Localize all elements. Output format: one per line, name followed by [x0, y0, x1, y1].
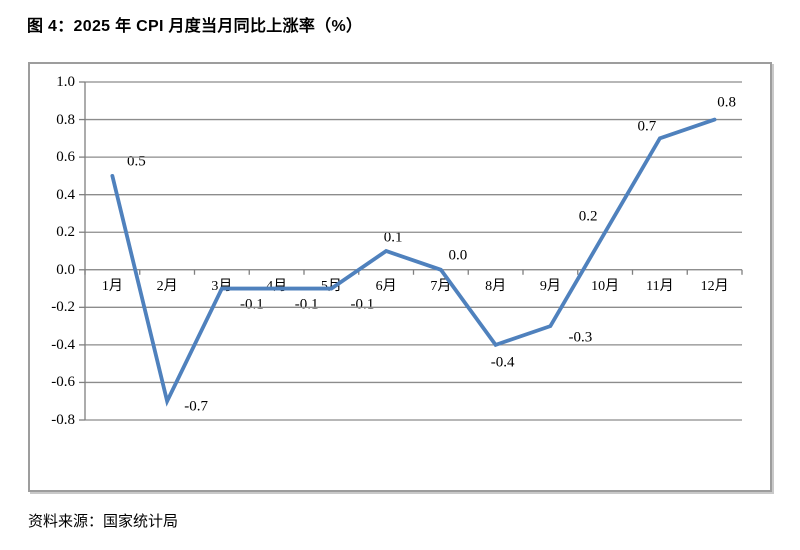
- x-axis-label: 8月: [485, 278, 507, 294]
- data-label: -0.4: [490, 354, 515, 371]
- data-label: -0.1: [294, 296, 319, 313]
- x-axis-label: 5月: [320, 278, 342, 294]
- y-axis-label: -0.8: [51, 412, 75, 428]
- x-axis-label: 11月: [646, 278, 674, 294]
- y-axis-label: -0.6: [51, 374, 75, 391]
- data-label: 0.7: [637, 118, 657, 135]
- data-label: 0.8: [717, 94, 736, 111]
- data-label: -0.3: [568, 329, 593, 346]
- y-axis-label: -0.4: [51, 336, 75, 353]
- x-axis-label: 2月: [156, 278, 178, 294]
- figure-title: 图 4：2025 年 CPI 月度当月同比上涨率（%）: [27, 18, 363, 35]
- x-axis-label: 12月: [700, 278, 729, 294]
- x-axis-label: 9月: [539, 278, 561, 294]
- x-axis-label: 10月: [591, 278, 620, 294]
- y-axis-label: 1.0: [56, 74, 75, 90]
- y-axis-label: 0.0: [56, 261, 75, 278]
- y-axis-label: -0.2: [51, 299, 75, 316]
- x-axis-label: 6月: [375, 278, 397, 294]
- data-label: 0.2: [578, 208, 598, 225]
- data-label: 0.0: [448, 247, 468, 264]
- x-axis-label: 1月: [101, 278, 123, 294]
- y-axis-label: 0.6: [56, 149, 75, 166]
- data-label: 0.1: [383, 229, 403, 246]
- source-note: 资料来源：国家统计局: [28, 514, 179, 530]
- chart-labels-layer: 1.0 0.8 0.6 0.4 0.2 0.0 -0.2 -0.4 -0.6 -0.8 1月 2月 3月…: [30, 64, 770, 490]
- x-axis-label: 4月: [266, 278, 288, 294]
- y-axis-label: 0.4: [56, 186, 75, 203]
- data-label: -0.1: [240, 296, 264, 313]
- y-axis-label: 0.8: [56, 111, 75, 128]
- y-axis-label: 0.2: [56, 224, 75, 241]
- data-label: -0.1: [350, 296, 375, 313]
- x-axis-label: 7月: [430, 278, 452, 294]
- chart-frame: 1.0 0.8 0.6 0.4 0.2 0.0 -0.2 -0.4 -0.6 -0.8 1月 2月 3月…: [28, 62, 772, 492]
- x-axis-label: 3月: [211, 278, 233, 294]
- data-label: -0.7: [184, 398, 208, 415]
- data-label: 0.5: [127, 153, 146, 170]
